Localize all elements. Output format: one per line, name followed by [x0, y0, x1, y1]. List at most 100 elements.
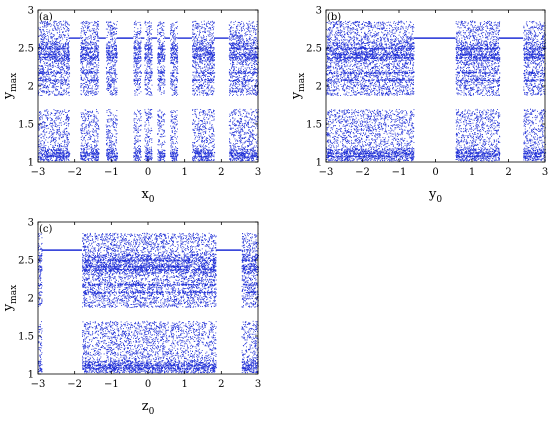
data-point [65, 82, 67, 84]
data-point [116, 110, 118, 111]
data-point [42, 159, 44, 161]
data-point [114, 144, 115, 146]
data-point [110, 113, 112, 115]
data-point [59, 94, 61, 96]
data-point [40, 62, 41, 64]
data-point [136, 36, 138, 37]
data-point [113, 70, 115, 72]
data-point [149, 139, 151, 141]
data-point [96, 88, 98, 90]
data-point [42, 56, 44, 58]
data-point [42, 154, 43, 156]
data-point [135, 41, 136, 43]
data-point [136, 149, 138, 151]
data-point [47, 56, 49, 58]
data-point [57, 145, 58, 146]
data-point [95, 129, 97, 131]
data-point [67, 151, 69, 153]
data-point [62, 136, 64, 138]
data-point [148, 49, 150, 50]
data-point [82, 66, 84, 68]
data-point [135, 64, 137, 66]
data-point [160, 151, 162, 153]
data-point [110, 156, 111, 158]
data-point [135, 154, 137, 156]
data-point [95, 155, 97, 157]
data-point [49, 80, 51, 82]
data-point [137, 158, 139, 160]
data-point [86, 31, 87, 33]
data-point [42, 46, 44, 48]
data-point [91, 80, 93, 81]
data-point [137, 109, 138, 111]
data-point [49, 122, 51, 124]
data-point [54, 43, 55, 45]
data-point [96, 118, 98, 120]
data-point [114, 33, 116, 35]
data-point [148, 42, 150, 44]
data-point [134, 111, 135, 113]
data-point [86, 42, 88, 44]
data-point [67, 42, 69, 44]
data-point [162, 143, 164, 145]
data-point [133, 80, 135, 82]
data-point [140, 124, 142, 126]
data-point [107, 64, 108, 66]
data-point [107, 83, 109, 85]
data-point [151, 84, 153, 86]
data-point [140, 72, 142, 74]
data-point [161, 124, 163, 126]
data-point [116, 60, 118, 62]
data-point [84, 25, 86, 26]
data-point [114, 156, 116, 158]
data-point [64, 58, 66, 60]
data-point [55, 29, 57, 31]
data-point [42, 36, 44, 38]
data-point [151, 109, 153, 110]
data-point [47, 160, 49, 162]
data-point [147, 108, 149, 110]
data-point [67, 66, 69, 68]
data-point [46, 59, 48, 60]
data-point [82, 116, 84, 118]
data-point [55, 117, 56, 119]
data-point [48, 156, 49, 158]
data-point [146, 45, 148, 47]
data-point [149, 110, 151, 111]
data-point [89, 50, 91, 52]
data-point [111, 156, 113, 158]
data-point [147, 89, 148, 91]
data-point [137, 82, 138, 84]
data-point [41, 35, 43, 37]
data-point [146, 89, 148, 91]
data-point [82, 42, 84, 44]
data-point [163, 92, 165, 94]
data-point [88, 113, 90, 115]
data-point [47, 153, 49, 155]
data-point [157, 133, 159, 135]
data-point [50, 154, 52, 156]
data-point [62, 45, 64, 46]
data-point [136, 154, 137, 156]
data-point [82, 23, 84, 25]
data-point [158, 116, 160, 118]
data-point [147, 82, 149, 83]
data-point [46, 45, 48, 47]
data-point [164, 129, 165, 131]
data-point [47, 31, 49, 33]
data-point [145, 52, 147, 54]
data-point [87, 42, 89, 44]
data-point [81, 31, 83, 32]
data-point [85, 81, 87, 83]
data-point [52, 58, 54, 60]
data-point [80, 78, 82, 80]
data-point [54, 160, 56, 162]
data-point [107, 53, 109, 55]
data-point [80, 35, 82, 37]
data-point [45, 35, 47, 37]
data-point [81, 25, 83, 27]
data-point [147, 49, 149, 51]
data-point [65, 80, 67, 81]
data-point [110, 75, 112, 76]
data-point [63, 44, 65, 46]
